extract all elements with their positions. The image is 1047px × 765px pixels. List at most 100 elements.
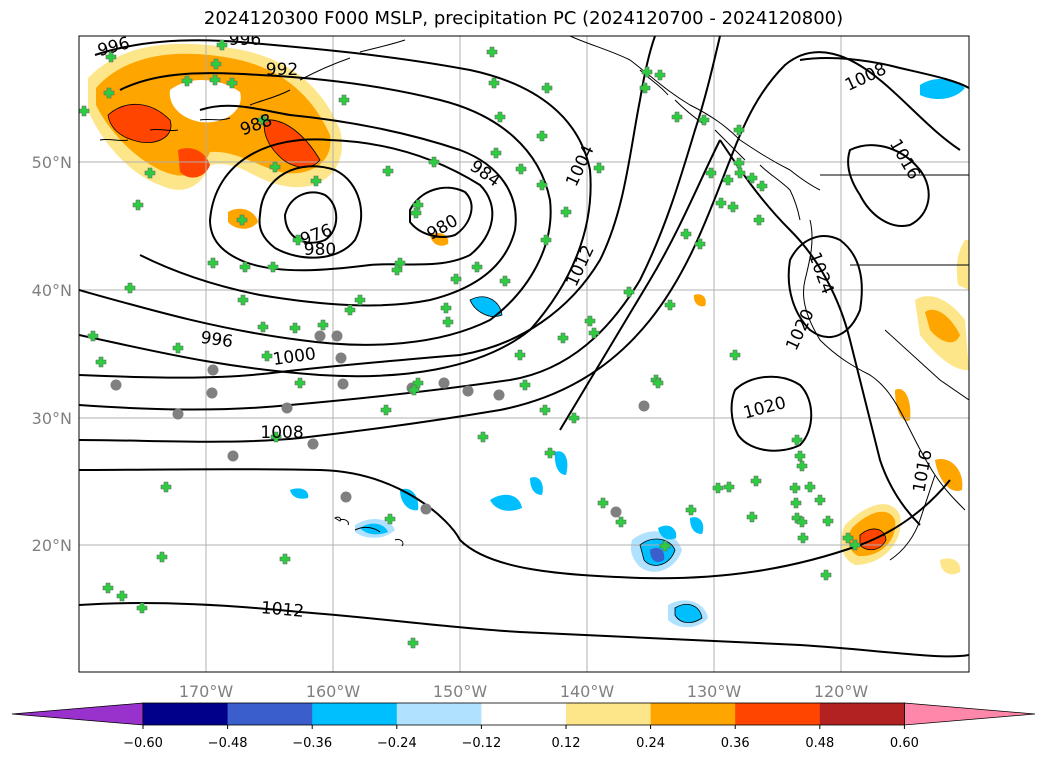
station-plus-marker — [822, 515, 834, 527]
isobar-label: 1020 — [741, 393, 788, 424]
station-plus-marker — [641, 66, 653, 78]
neg-precip-11 — [658, 525, 677, 540]
map-frame — [78, 35, 970, 673]
station-plus-marker — [105, 51, 117, 63]
station-plus-marker — [216, 39, 228, 51]
isobar-label-group: 1000 — [271, 344, 317, 370]
neg-precip-14 — [675, 604, 702, 623]
station-plus-marker — [289, 322, 301, 334]
station-circle-marker — [207, 364, 219, 376]
station-plus-marker — [226, 77, 238, 89]
station-plus-marker — [103, 87, 115, 99]
aleutians — [99, 39, 406, 142]
station-plus-marker — [794, 450, 806, 462]
isobar-label: 1012 — [260, 598, 305, 622]
longitude-labels: 170°W 160°W 150°W 140°W 130°W 120°W — [179, 682, 869, 701]
isobar-label-group: 984 — [466, 156, 504, 191]
station-circle-marker — [438, 377, 450, 389]
station-plus-marker — [750, 475, 762, 487]
neg-precip-6 — [530, 477, 543, 495]
baja — [889, 474, 936, 561]
precip-coast-2 — [925, 309, 960, 343]
station-circle-marker — [331, 330, 343, 342]
map-area: 996 9969929889769809849801004101210081016… — [79, 36, 969, 672]
station-plus-marker — [384, 513, 396, 525]
station-plus-marker — [279, 553, 291, 565]
neg-precip-15 — [920, 78, 965, 100]
lon-label: 170°W — [179, 682, 234, 701]
station-plus-marker — [790, 497, 802, 509]
colorbar: −0.60 −0.48 −0.36 −0.24 −0.12 0.12 0.24 0.36 0.4… — [11, 702, 1036, 751]
station-plus-marker — [680, 228, 692, 240]
station-plus-marker — [488, 77, 500, 89]
station-plus-marker — [144, 167, 156, 179]
isobar-label: 1020 — [782, 306, 818, 354]
station-plus-marker — [477, 431, 489, 443]
latitude-labels: 50°N 40°N 30°N 20°N — [32, 153, 72, 555]
station-plus-marker — [382, 165, 394, 177]
station-plus-marker — [471, 261, 483, 273]
colorbar-tick-label: 0.12 — [552, 736, 581, 751]
station-plus-marker — [239, 261, 251, 273]
neg-precip-12 — [690, 517, 704, 534]
station-plus-marker — [654, 69, 666, 81]
neg-precip-4 — [400, 488, 419, 511]
isobar-1016 — [559, 139, 921, 526]
station-plus-marker — [344, 304, 356, 316]
station-plus-marker — [597, 497, 609, 509]
colorbar-tick-label: 0.60 — [890, 736, 919, 751]
isobar-980-east — [409, 186, 473, 238]
station-circle-marker — [420, 503, 432, 515]
isobar-label-group: 992 — [266, 60, 298, 80]
station-circle-marker — [314, 330, 326, 342]
state-border-3 — [884, 329, 969, 401]
alaska-coast — [569, 36, 821, 191]
station-plus-marker — [733, 124, 745, 136]
precip-small-5 — [940, 558, 961, 575]
lat-label: 50°N — [32, 153, 72, 172]
station-plus-marker — [499, 275, 511, 287]
precip-aleutian-red1 — [108, 104, 171, 143]
station-plus-marker — [519, 379, 531, 391]
lat-label: 40°N — [32, 281, 72, 300]
isobar-1028 — [847, 144, 930, 227]
station-circle-marker — [206, 387, 218, 399]
station-plus-marker — [124, 282, 136, 294]
colorbar-segment — [819, 703, 905, 725]
station-plus-marker — [257, 114, 269, 126]
station-plus-marker — [261, 350, 273, 362]
isobar-label: 996 — [199, 328, 234, 352]
station-plus-marker — [729, 349, 741, 361]
precipitation-positive — [88, 43, 969, 575]
isobar-1024 — [787, 235, 863, 339]
graticule — [79, 36, 969, 672]
station-plus-marker — [584, 315, 596, 327]
station-plus-marker — [722, 174, 734, 186]
precip-white-hole — [169, 80, 241, 123]
station-plus-marker — [267, 261, 279, 273]
station-plus-marker — [639, 82, 651, 94]
station-plus-marker — [440, 302, 452, 314]
station-plus-marker — [557, 332, 569, 344]
station-plus-marker — [442, 316, 454, 328]
isobar-1012-south — [79, 601, 969, 658]
colorbar-tick-label: −0.36 — [292, 736, 332, 751]
station-plus-marker — [210, 58, 222, 70]
isobar-label-group: 1020 — [782, 306, 818, 354]
station-circle-marker — [281, 402, 293, 414]
isobar-label: 1008 — [842, 59, 890, 95]
station-plus-marker — [727, 201, 739, 213]
colorbar-segment — [396, 703, 482, 725]
station-plus-marker — [712, 482, 724, 494]
colorbar-tick-label: 0.48 — [805, 736, 834, 751]
lon-label: 130°W — [687, 682, 742, 701]
neg-precip-1 — [470, 296, 502, 317]
station-plus-marker — [136, 602, 148, 614]
isobar-label: 1016 — [885, 136, 924, 183]
isobar-label-group: 996 — [229, 36, 261, 50]
station-plus-marker — [317, 319, 329, 331]
station-plus-marker — [294, 377, 306, 389]
colorbar-tick-label: −0.48 — [208, 736, 248, 751]
station-plus-marker — [407, 637, 419, 649]
